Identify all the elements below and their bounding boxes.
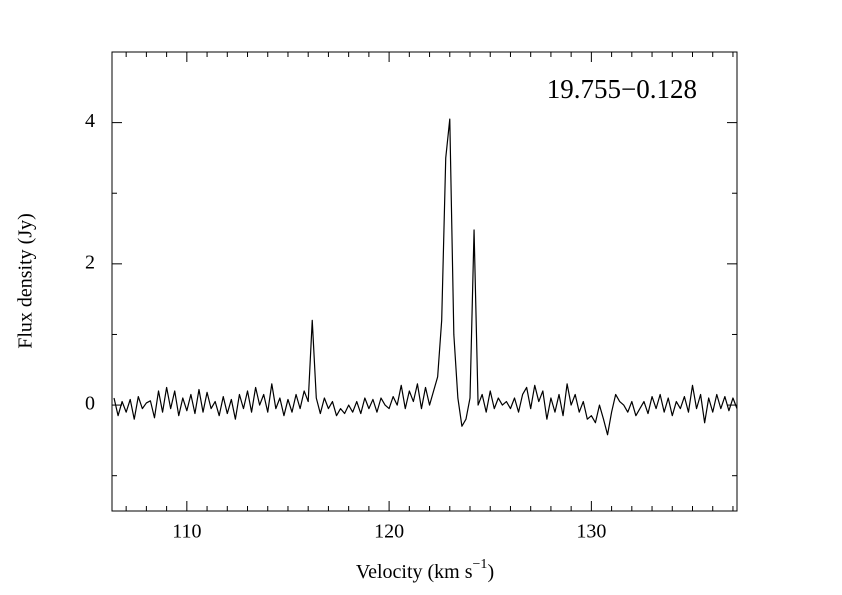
x-axis-label: Velocity (km s−1) [356, 557, 494, 582]
y-tick-label: 0 [85, 393, 95, 415]
annotation: 19.755−0.128 [547, 74, 697, 104]
x-tick-label: 120 [374, 521, 404, 543]
x-tick-label: 130 [576, 521, 606, 543]
plot-frame [111, 51, 738, 512]
y-axis-label: Flux density (Jy) [15, 213, 37, 349]
x-tick-label: 110 [172, 521, 201, 543]
y-tick-label: 2 [85, 251, 95, 273]
x-axis-label-close: ) [487, 561, 494, 583]
x-axis-label-superscript: −1 [473, 557, 488, 572]
x-axis-label-text: Velocity (km s [356, 561, 473, 583]
spectrum-line [113, 118, 738, 436]
y-tick-label: 4 [85, 110, 95, 132]
